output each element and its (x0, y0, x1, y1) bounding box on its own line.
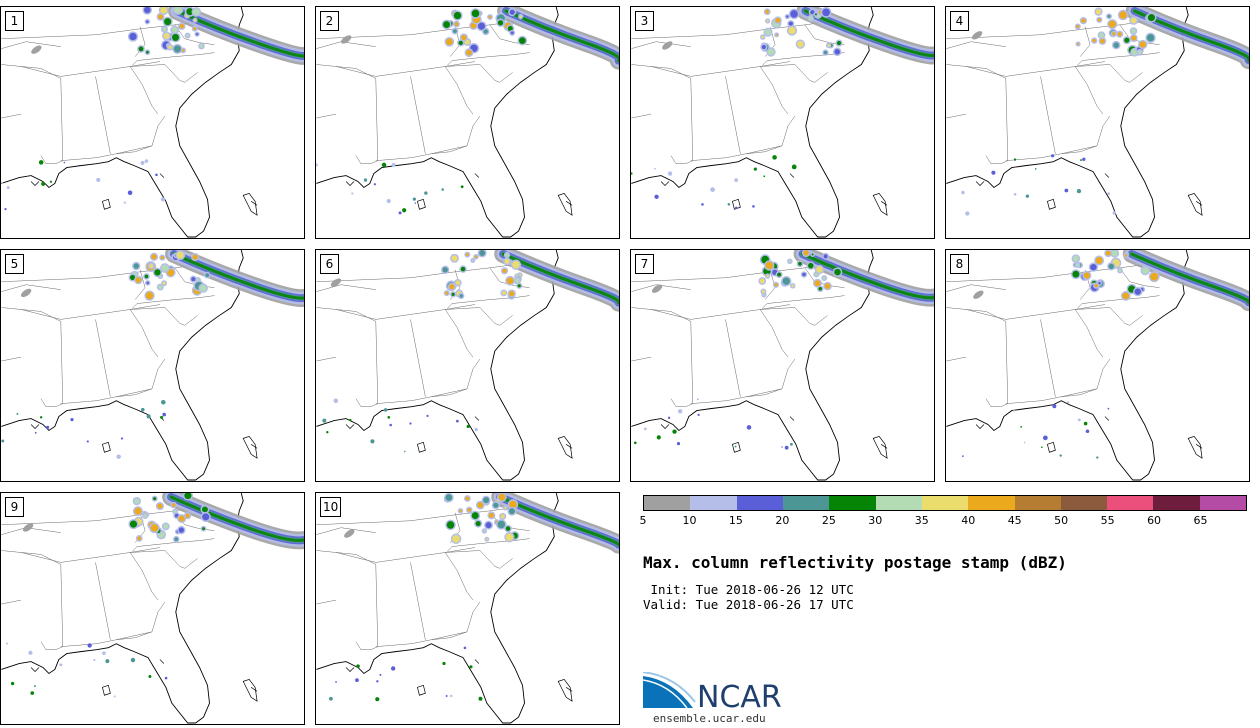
member-panel-3: 3 (630, 6, 935, 239)
colorbar-segment (736, 496, 783, 510)
member-panel-1: 1 (0, 6, 305, 239)
colorbar-tick-label: 65 (1193, 514, 1208, 527)
map-3 (631, 7, 934, 238)
member-label: 5 (5, 254, 24, 274)
map-1 (1, 7, 304, 238)
member-panel-9: 9 (0, 492, 305, 725)
member-label: 4 (950, 11, 969, 31)
colorbar-segment (1107, 496, 1154, 510)
member-label: 6 (320, 254, 339, 274)
colorbar-tick-labels: 5 10 15 20 25 30 35 40 45 50 55 60 65 (639, 514, 1247, 528)
colorbar-segment (644, 496, 691, 510)
colorbar-tick-label: 15 (728, 514, 743, 527)
reflectivity-colorbar (643, 495, 1247, 511)
colorbar-tick-label: 50 (1054, 514, 1069, 527)
member-label: 1 (5, 11, 24, 31)
member-panel-4: 4 (945, 6, 1250, 239)
ncar-logo-text: NCAR (697, 680, 782, 715)
colorbar-tick-label: 40 (961, 514, 976, 527)
map-6 (316, 250, 619, 481)
member-label: 3 (635, 11, 654, 31)
colorbar-segment (829, 496, 876, 510)
colorbar-segment (1199, 496, 1247, 510)
map-2 (316, 7, 619, 238)
colorbar-segment (690, 496, 737, 510)
map-9 (1, 493, 304, 724)
colorbar-tick-label: 30 (868, 514, 883, 527)
colorbar-tick-label: 10 (682, 514, 697, 527)
colorbar-segment (1014, 496, 1061, 510)
init-time: Init: Tue 2018-06-26 12 UTC (643, 582, 854, 597)
map-7 (631, 250, 934, 481)
colorbar-tick-label: 20 (775, 514, 790, 527)
member-label: 2 (320, 11, 339, 31)
colorbar-segment (875, 496, 922, 510)
map-5 (1, 250, 304, 481)
member-panel-10: 10 (315, 492, 620, 725)
colorbar-tick-label: 55 (1100, 514, 1115, 527)
member-panel-6: 6 (315, 249, 620, 482)
member-label: 7 (635, 254, 654, 274)
colorbar-segment (1153, 496, 1200, 510)
member-panel-7: 7 (630, 249, 935, 482)
map-10 (316, 493, 619, 724)
colorbar-tick-label: 60 (1147, 514, 1162, 527)
colorbar-segment (1060, 496, 1108, 510)
colorbar-tick-label: 45 (1007, 514, 1022, 527)
member-panel-2: 2 (315, 6, 620, 239)
colorbar-segment (921, 496, 969, 510)
member-panel-5: 5 (0, 249, 305, 482)
colorbar-tick-label: 25 (821, 514, 836, 527)
member-label: 10 (320, 497, 342, 517)
member-label: 8 (950, 254, 969, 274)
ensemble-url: ensemble.ucar.edu (653, 712, 766, 725)
colorbar-segment (782, 496, 830, 510)
map-8 (946, 250, 1249, 481)
member-label: 9 (5, 497, 24, 517)
colorbar-segment (968, 496, 1015, 510)
valid-time: Valid: Tue 2018-06-26 17 UTC (643, 597, 854, 612)
plot-title: Max. column reflectivity postage stamp (… (643, 553, 1067, 572)
colorbar-tick-label: 35 (914, 514, 929, 527)
member-panel-8: 8 (945, 249, 1250, 482)
map-4 (946, 7, 1249, 238)
colorbar-tick-label: 5 (639, 514, 647, 527)
ncar-logo-icon (643, 672, 696, 709)
